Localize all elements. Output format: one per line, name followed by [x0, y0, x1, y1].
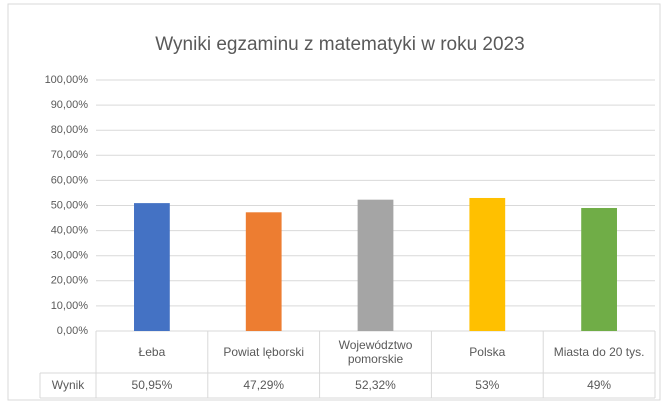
y-tick-label: 40,00%	[51, 225, 89, 237]
x-tick-label-box: Miasta do 20 tys.	[553, 344, 645, 359]
x-tick-label: Powiat lęborski	[223, 344, 305, 359]
y-tick-label: 90,00%	[51, 99, 89, 111]
y-tick-label: 20,00%	[51, 275, 89, 287]
data-label-box: 50,95%	[131, 378, 173, 393]
data-label: 50,95%	[131, 378, 173, 393]
bar	[357, 199, 394, 331]
y-tick-label: 60,00%	[51, 174, 89, 186]
bar	[469, 197, 506, 331]
x-tick-label-box: Łeba	[138, 344, 166, 359]
y-tick-label: 50,00%	[51, 199, 89, 211]
chart-frame	[7, 3, 661, 401]
y-tick-label: 100,00%	[45, 74, 89, 86]
data-label: 49%	[587, 378, 612, 393]
y-tick-label: 0,00%	[57, 325, 88, 337]
y-tick-label: 70,00%	[51, 149, 89, 161]
y-tick-label: 10,00%	[51, 300, 89, 312]
y-tick-label: 30,00%	[51, 250, 89, 262]
legend-entry: Wynik	[51, 378, 85, 393]
data-label: 53%	[475, 378, 500, 393]
x-tick-label: Polska	[469, 344, 506, 359]
data-label-box: 53%	[475, 378, 500, 393]
x-tick-label: Łeba	[138, 344, 166, 359]
data-label: 47,29%	[243, 378, 285, 393]
x-tick-label: Miasta do 20 tys.	[553, 344, 645, 359]
legend-entry-box: Wynik	[51, 378, 85, 393]
bar	[581, 208, 617, 331]
bar	[134, 203, 170, 331]
data-label: 52,32%	[355, 378, 396, 393]
data-label-box: 47,29%	[243, 378, 285, 393]
data-label-box: 49%	[587, 378, 612, 393]
x-tick-label-box: Województwo pomorskie	[338, 337, 413, 366]
data-label-box: 52,32%	[355, 378, 396, 393]
bar	[245, 212, 282, 331]
x-tick-label-box: Powiat lęborski	[223, 344, 305, 359]
chart-title: Wyniki egzaminu z matematyki w roku 2023	[155, 34, 524, 55]
x-tick-label: Województwo pomorskie	[338, 337, 413, 366]
y-tick-label: 80,00%	[51, 124, 89, 136]
x-tick-label-box: Polska	[469, 344, 506, 359]
